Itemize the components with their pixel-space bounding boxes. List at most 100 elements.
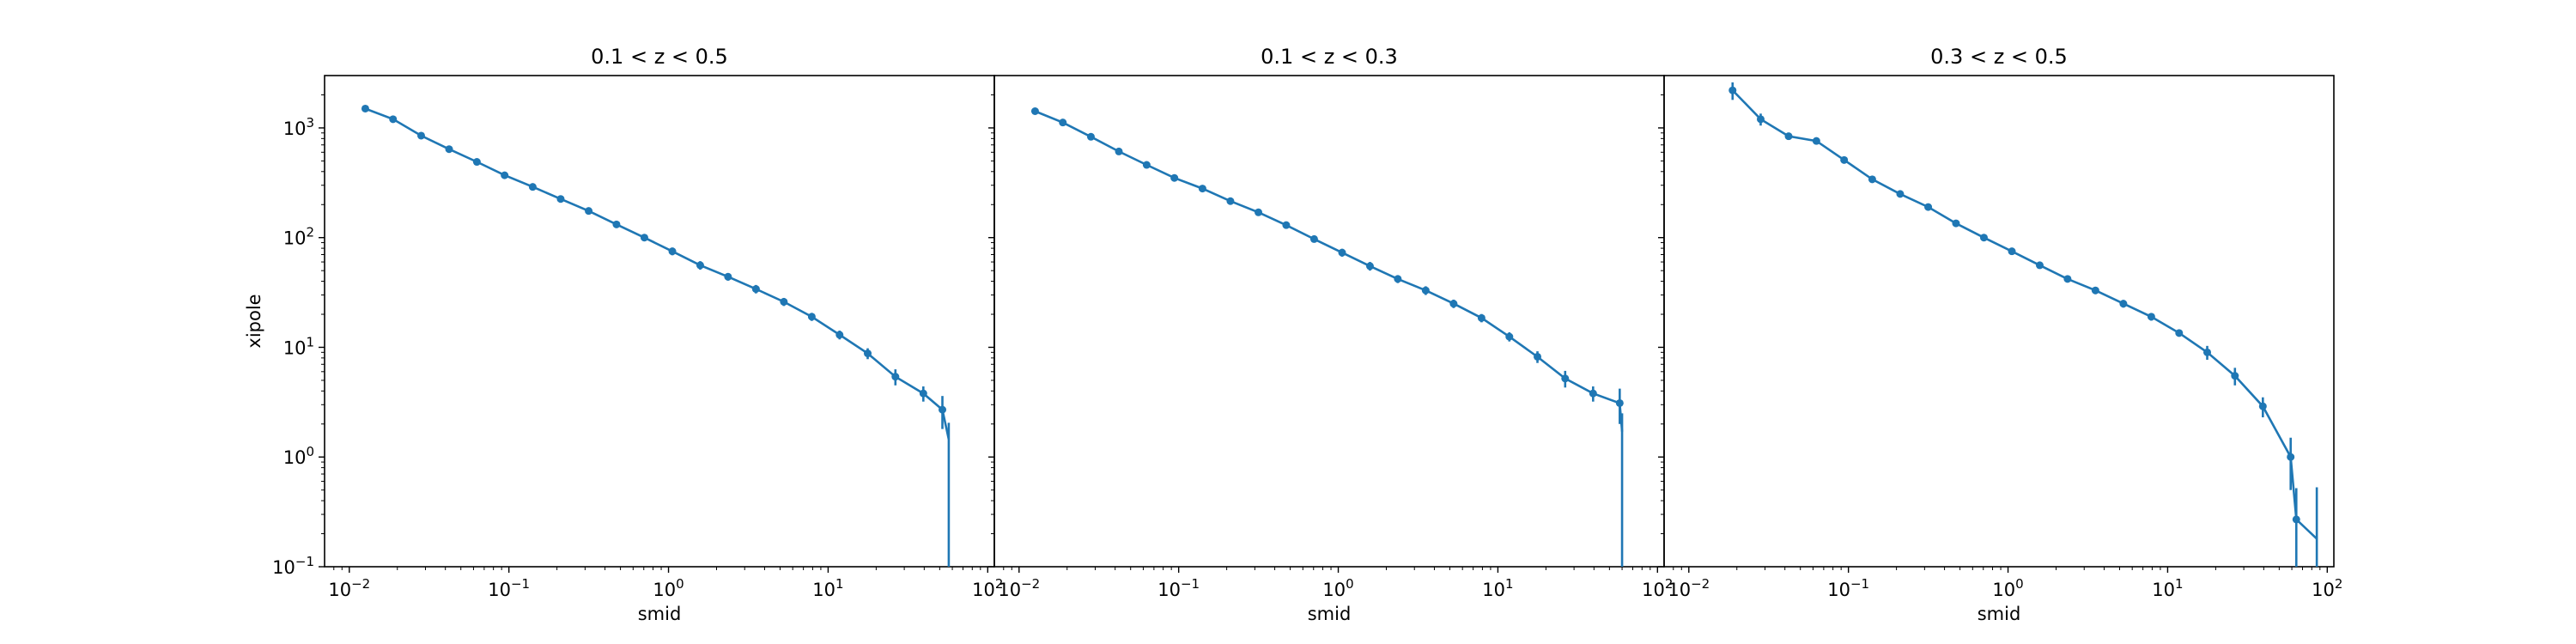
data-point [1338,248,1346,257]
x-axis-label-3: smid [1978,604,2021,624]
data-point [1255,208,1263,216]
data-point [640,234,648,242]
x-tick-label: 10−2 [998,576,1040,600]
plot-frame-1 [324,75,995,568]
data-point [1756,115,1765,124]
series-line [364,107,951,440]
data-point [1615,398,1624,407]
data-point [2063,275,2072,283]
data-point [919,389,927,398]
data-point [864,349,872,358]
panel-title-3: 0.3 < z < 0.5 [1930,45,2068,69]
data-point [1868,175,1876,184]
x-tick-label: 10−1 [1157,576,1200,600]
data-point [1952,219,1960,228]
data-point [1226,197,1235,205]
x-axis-label-1: smid [638,604,682,624]
plot-frame-2 [993,75,1665,568]
data-point [780,297,788,306]
data-point [472,158,481,167]
data-point [2008,247,2016,256]
data-point [891,373,900,381]
data-point [724,272,732,281]
data-point [585,207,593,216]
data-point [1979,234,1988,242]
x-tick-label: 102 [2312,576,2342,600]
data-point [751,285,760,294]
data-point [2119,300,2128,308]
x-tick-label: 100 [1322,576,1353,600]
data-point [1309,234,1318,243]
data-point [1505,332,1514,341]
series-line [1034,110,1624,432]
data-point [1282,221,1291,229]
data-point [1086,132,1095,141]
plot-frame-3 [1663,75,2335,568]
y-axis-label: xipole [244,294,264,348]
series-2 [1030,107,1624,567]
x-tick-label: 101 [812,576,843,600]
y-tick-label: 100 [283,444,314,468]
data-point [1030,107,1039,116]
x-tick-label: 102 [1642,576,1673,600]
data-point [2147,313,2155,321]
data-point [2231,372,2239,380]
data-point [2035,261,2044,270]
data-point [1561,374,1570,383]
data-point [1840,155,1849,164]
data-point [1142,161,1151,169]
x-tick-label: 101 [2152,576,2183,600]
data-point [2287,453,2295,461]
data-point [361,104,369,112]
data-point [501,171,509,179]
data-point [807,313,816,321]
data-point [2203,348,2212,356]
y-tick-label: 102 [283,225,314,249]
data-point [445,145,453,154]
data-point [1924,203,1933,211]
data-point [1534,352,1542,361]
data-point [2292,515,2300,524]
data-point [612,220,621,228]
y-tick-label: 101 [283,334,314,358]
data-point [1115,147,1123,155]
y-tick-label: 103 [283,115,314,139]
data-point [1477,313,1485,322]
y-tick-label: 10−1 [272,554,314,578]
data-point [696,261,704,270]
data-point [2091,286,2099,295]
data-point [1784,132,1793,141]
data-point [528,183,537,191]
series-1 [361,104,951,567]
data-point [1421,286,1430,295]
data-point [1170,173,1179,182]
data-point [416,131,425,140]
x-tick-label: 10−1 [1827,576,1869,600]
data-point [835,331,844,339]
data-point [1589,389,1597,398]
data-point [389,115,398,124]
x-tick-label: 101 [1482,576,1513,600]
data-point [1728,86,1737,94]
data-point [2175,329,2184,337]
data-point [1394,275,1402,283]
series-line [1731,89,2318,540]
data-point [939,405,947,414]
panel-title-2: 0.1 < z < 0.3 [1261,45,1398,69]
data-point [1059,118,1067,127]
data-point [556,195,565,204]
panel-title-1: 0.1 < z < 0.5 [591,45,728,69]
data-point [1198,185,1206,193]
data-point [668,247,677,256]
data-point [2258,402,2267,410]
data-point [1365,262,1374,270]
x-tick-label: 10−2 [328,576,370,600]
x-tick-label: 100 [653,576,683,600]
x-tick-label: 10−1 [488,576,530,600]
data-point [1449,300,1458,308]
x-tick-label: 100 [1992,576,2023,600]
x-tick-label: 10−2 [1668,576,1710,600]
data-point [1896,190,1905,198]
x-axis-label-2: smid [1308,604,1352,624]
